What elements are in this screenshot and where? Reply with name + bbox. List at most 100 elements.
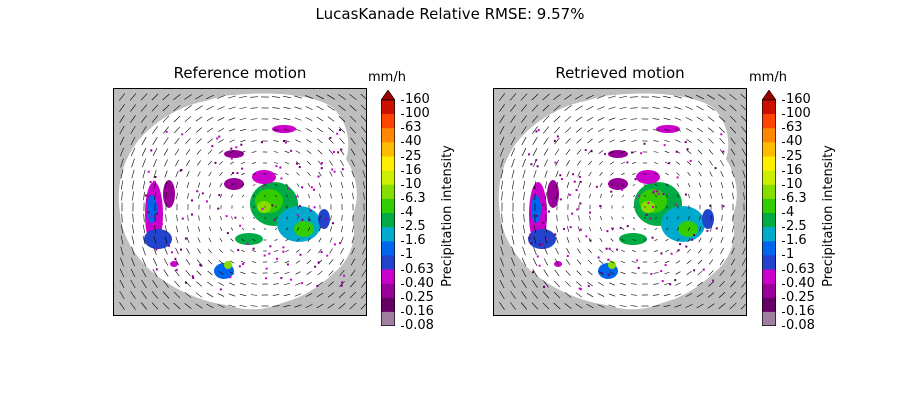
- motion-vector: [318, 182, 322, 188]
- motion-vector: [730, 258, 736, 266]
- motion-vector: [130, 136, 136, 146]
- motion-vector: [142, 235, 146, 245]
- colorbar-bin: [762, 255, 776, 270]
- motion-vector: [631, 140, 637, 142]
- motion-vector: [708, 259, 714, 265]
- precipitation-speck: [155, 268, 158, 271]
- motion-vector: [297, 194, 299, 198]
- motion-vector: [360, 292, 366, 299]
- precipitation-speck: [150, 149, 153, 152]
- motion-vector: [631, 283, 637, 285]
- motion-vector: [534, 214, 536, 222]
- precipitation-speck: [317, 175, 320, 178]
- motion-vector: [621, 227, 625, 231]
- motion-vector: [587, 259, 593, 265]
- motion-vector: [718, 303, 726, 309]
- motion-vector: [220, 194, 222, 198]
- precipitation-speck: [263, 254, 266, 257]
- motion-vector: [318, 226, 322, 232]
- motion-vector: [675, 282, 681, 286]
- motion-vector: [162, 291, 170, 299]
- motion-vector: [565, 270, 571, 276]
- motion-vector: [329, 248, 333, 254]
- motion-vector: [286, 194, 288, 198]
- motion-vector: [589, 193, 591, 199]
- motion-vector: [250, 107, 258, 109]
- motion-vector: [340, 236, 344, 244]
- motion-vector: [630, 118, 638, 120]
- motion-vector: [666, 216, 668, 220]
- motion-vector: [644, 206, 646, 208]
- motion-vector: [242, 194, 244, 198]
- motion-vector: [274, 173, 278, 175]
- motion-vector: [240, 271, 246, 275]
- precipitation-speck: [563, 227, 566, 230]
- motion-vector: [218, 150, 224, 154]
- motion-vector: [272, 118, 280, 120]
- motion-vector: [296, 183, 300, 187]
- motion-vector: [231, 216, 233, 220]
- motion-vector: [142, 169, 146, 179]
- motion-vector: [673, 95, 683, 99]
- colorbar-tick-label: 1: [781, 247, 795, 263]
- motion-vector: [501, 191, 503, 201]
- precipitation-speck: [689, 159, 692, 162]
- precipitation-speck: [331, 168, 334, 171]
- precipitation-speck: [309, 209, 312, 212]
- motion-vector: [556, 214, 558, 222]
- motion-vector: [566, 160, 570, 166]
- precipitation-speck: [144, 194, 147, 197]
- precipitation-cell: [636, 170, 660, 184]
- motion-vector: [228, 128, 236, 132]
- motion-vector: [632, 250, 636, 252]
- motion-vector: [305, 293, 313, 297]
- precipitation-speck: [579, 180, 582, 183]
- colorbar-tick-label: 0.40: [401, 275, 434, 291]
- motion-vector: [231, 194, 233, 198]
- motion-vector: [338, 116, 346, 122]
- precipitation-speck: [206, 200, 209, 203]
- motion-vector: [253, 217, 255, 219]
- motion-vector: [608, 106, 616, 110]
- motion-vector: [130, 279, 136, 289]
- precipitation-speck: [147, 195, 150, 198]
- motion-vector: [652, 96, 660, 98]
- motion-vector: [349, 93, 357, 101]
- precipitation-speck: [149, 181, 152, 184]
- motion-vector: [228, 304, 236, 308]
- precipitation-speck: [150, 215, 153, 218]
- precipitation-cell: [531, 195, 541, 223]
- colorbar-tick-label: 10: [401, 176, 422, 192]
- motion-vector: [741, 280, 746, 288]
- colorbar-bin: [762, 128, 776, 143]
- colorbar-unit-1: mm/h: [368, 70, 406, 85]
- motion-vector: [295, 161, 301, 165]
- colorbar-bin: [381, 114, 395, 129]
- motion-vector: [521, 257, 527, 267]
- motion-vector: [239, 128, 247, 132]
- precipitation-speck: [572, 173, 575, 176]
- motion-vector: [163, 258, 169, 266]
- motion-vector: [307, 171, 311, 177]
- motion-vector: [500, 235, 504, 245]
- motion-vector: [533, 225, 537, 233]
- motion-vector: [184, 105, 192, 111]
- colorbar-bin: [381, 142, 395, 157]
- motion-vector: [217, 117, 225, 121]
- motion-vector: [542, 115, 550, 123]
- motion-vector: [184, 94, 192, 100]
- precipitation-speck: [184, 237, 187, 240]
- precipitation-speck: [236, 172, 239, 175]
- motion-vector: [316, 292, 324, 298]
- motion-vector: [742, 247, 746, 255]
- precipitation-speck: [299, 253, 302, 256]
- motion-vector: [521, 136, 527, 146]
- motion-vector: [598, 139, 604, 143]
- motion-vector: [240, 260, 246, 264]
- motion-vector: [587, 270, 593, 276]
- motion-vector: [633, 217, 635, 219]
- colorbar-tick-label: 1: [400, 247, 414, 263]
- colorbar-bin: [762, 170, 776, 186]
- precipitation-speck: [282, 250, 285, 253]
- motion-vector: [275, 216, 277, 220]
